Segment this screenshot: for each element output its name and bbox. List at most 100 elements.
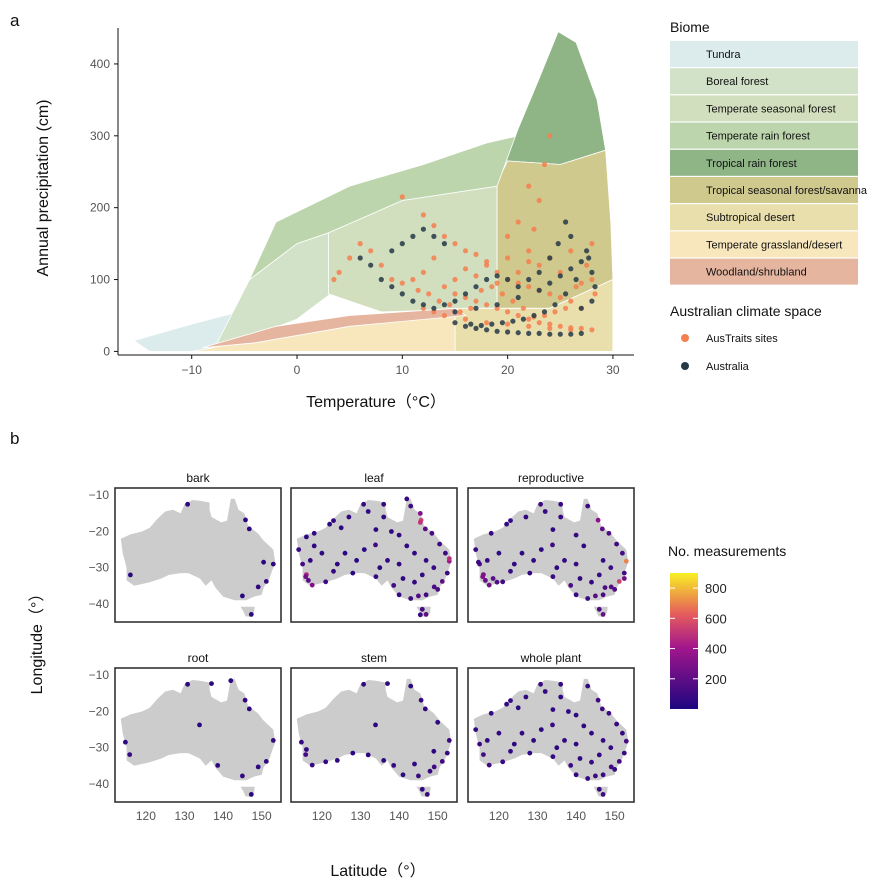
measurement-point [422,526,428,532]
point-austraits-sites [526,248,532,254]
panel-b-facets: bark leaf reproductive root stem whole plant [114,471,635,803]
measurement-point [483,578,488,583]
measurement-point [373,542,378,548]
point-australia [420,302,426,308]
measurement-point [412,761,417,767]
measurement-point [473,547,479,552]
measurement-point [538,547,544,552]
measurement-point [303,752,309,757]
panel-b-x-axis-title: Latitude（°） [330,862,425,879]
measurement-point [608,565,614,571]
x-tick-label: 120 [136,809,156,823]
point-australia [431,305,437,311]
measurement-point [477,741,482,747]
measurement-point [496,550,502,556]
measurement-point [431,584,437,590]
y-tick-label: 300 [90,129,110,143]
point-australia [441,241,447,247]
point-australia [515,294,521,301]
measurement-point [248,792,254,797]
point-austraits-sites [541,161,548,168]
point-austraits-sites [568,248,574,254]
point-austraits-sites [462,316,469,322]
facet-label: whole plant [520,651,582,665]
point-australia [578,330,584,336]
measurement-point [334,561,340,567]
measurement-point [490,576,496,581]
point-australia [589,269,595,275]
measurement-point [215,763,221,768]
legend-swatch-temperate-rain-forest [670,122,858,149]
measurement-point [486,582,492,588]
point-austraits-sites [441,284,447,290]
x-tick-label: 150 [252,809,272,823]
measurement-point [331,518,336,523]
point-austraits-sites [515,219,521,225]
point-austraits-sites [484,259,490,265]
measurement-point [263,759,269,764]
point-australia [389,248,395,254]
y-tick-label: 0 [103,344,110,358]
measurement-point [476,559,481,565]
x-tick-label: 150 [428,809,448,823]
legend-swatch-temperate-seasonal-forest [670,95,858,122]
biome-region-tropical-rain-forest [502,31,607,172]
measurement-point [623,738,629,744]
point-australia [452,298,458,304]
point-austraits-sites [462,266,469,272]
point-austraits-sites [568,327,574,333]
point-austraits-sites [505,321,511,327]
measurement-point [562,558,567,563]
measurement-point [408,596,414,601]
point-austraits-sites [420,269,426,275]
measurement-point [424,792,430,797]
y-tick-label: −10 [89,668,110,682]
facet-bark: bark [114,471,282,623]
point-austraits-sites [389,276,395,283]
measurement-point [600,792,606,797]
measurement-point [531,558,536,563]
australia-mainland [296,678,452,781]
point-austraits-sites [552,309,558,315]
point-austraits-sites [536,197,542,204]
point-austraits-sites [536,320,542,326]
measurement-point [242,697,248,703]
point-austraits-sites [331,276,337,283]
measurement-point [595,697,601,703]
panel-b-y-ticks: −10 −20 −30 −40 −10 −20 −30 −40 [89,488,110,791]
measurement-point [185,501,191,507]
measurement-point [608,764,614,770]
legend-label-temperate-seasonal-forest: Temperate seasonal forest [706,103,836,115]
point-australia [568,266,574,272]
point-australia [520,316,527,322]
measurement-point [443,550,448,556]
legend-label-temperate-grassland-desert: Temperate grassland/desert [706,239,842,251]
point-austraits-sites [531,226,537,232]
point-austraits-sites [441,233,447,239]
measurement-point [554,745,560,751]
point-austraits-sites [410,276,416,283]
measurement-point [585,503,591,509]
measurement-point [263,579,269,584]
point-australia [555,241,561,247]
x-ticks: −10 0 10 20 30 [182,355,620,377]
measurement-point [538,501,543,507]
facet-whole-plant: whole plant [467,651,635,803]
measurement-point [621,750,627,756]
point-austraits-sites [368,248,374,254]
point-austraits-sites [468,305,474,311]
measurement-point [473,727,479,732]
measurement-point [606,710,612,716]
measurement-point [338,525,344,531]
measurement-point [396,592,402,598]
y-ticks: 0 100 200 300 400 [90,57,118,358]
measurement-point [504,521,509,527]
point-australia [505,276,511,283]
measurement-point [600,612,606,617]
measurement-point [596,572,602,578]
measurement-point [361,681,366,687]
measurement-point [554,565,560,571]
measurement-point [408,683,414,689]
point-austraits-sites [494,305,500,311]
facet-label: bark [186,471,210,485]
